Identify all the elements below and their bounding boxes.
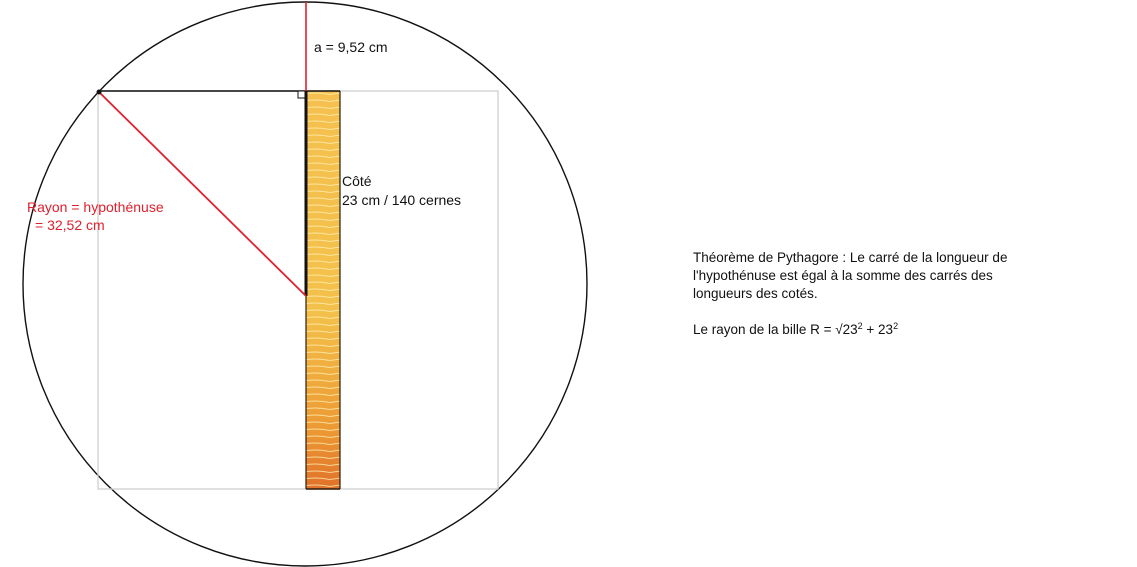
radius-label-line2: = 32,52 cm bbox=[35, 217, 105, 233]
radius-label-line1: Rayon = hypothénuse bbox=[27, 199, 164, 215]
formula-middle: + 23 bbox=[862, 322, 894, 337]
side-label-line1: Côté bbox=[342, 173, 372, 189]
wood-rings bbox=[306, 91, 340, 489]
explanation-block: Théorème de Pythagore : Le carré de la l… bbox=[693, 249, 1113, 339]
formula-exponent-1: 2 bbox=[857, 321, 863, 331]
hypotenuse-line bbox=[98, 91, 307, 297]
ball-circle bbox=[22, 1, 588, 567]
gap-label: a = 9,52 cm bbox=[314, 39, 388, 55]
right-angle-marker bbox=[297, 90, 306, 99]
theorem-text: Théorème de Pythagore : Le carré de la l… bbox=[693, 250, 1008, 301]
formula-exponent-2: 2 bbox=[893, 321, 899, 331]
radius-formula: Le rayon de la bille R = √232 + 232 bbox=[693, 321, 1113, 339]
corner-point bbox=[96, 89, 102, 95]
formula-prefix: Le rayon de la bille R = √23 bbox=[693, 322, 858, 337]
side-label-line2: 23 cm / 140 cernes bbox=[342, 192, 462, 208]
